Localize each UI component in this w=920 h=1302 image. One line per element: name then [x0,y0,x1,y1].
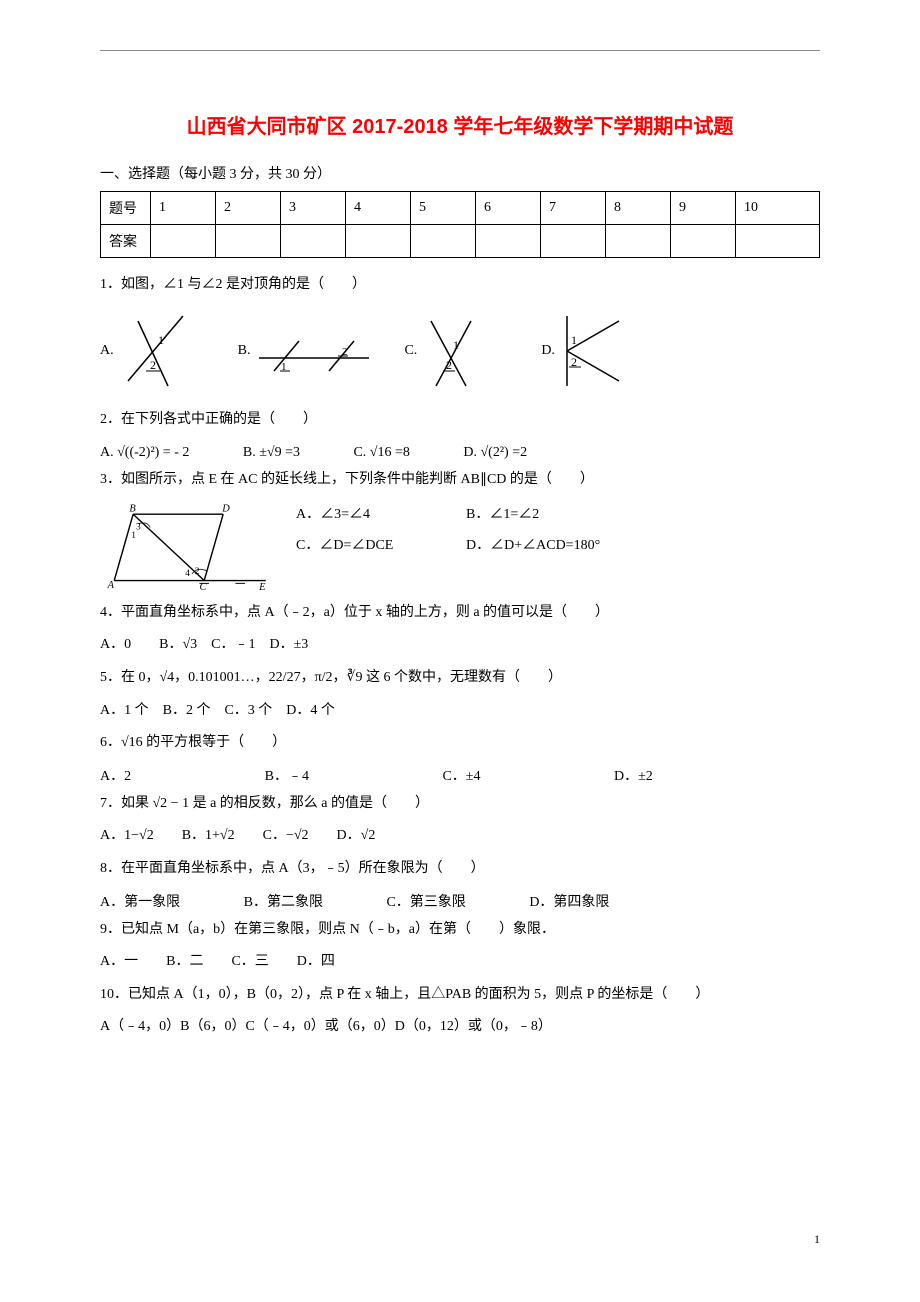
opt-c: C．∠D=∠DCE [296,531,466,562]
svg-text:1: 1 [571,333,577,347]
row-label: 答案 [101,225,151,258]
opt-label: B. [238,343,251,359]
opt-c: C．±4 [442,763,480,791]
col-num: 9 [671,192,736,225]
svg-text:A: A [107,580,115,590]
angle-diagram-b: 1 2 [254,326,374,376]
question-7: 7．如果 √2 − 1 是 a 的相反数，那么 a 的值是（ ） [100,791,820,818]
svg-text:1: 1 [453,338,459,352]
page-number: 1 [814,1232,820,1247]
answer-table: 题号 1 2 3 4 5 6 7 8 9 10 答案 [100,191,820,258]
question-6: 6．√16 的平方根等于（ ） [100,730,820,757]
opt-b: B．第二象限 [244,889,323,917]
svg-text:E: E [258,582,266,590]
header-rule [100,50,820,51]
angle-diagram-a: 1 2 [118,311,198,391]
question-5: 5．在 0，√4，0.101001…，22/27，π/2，∛9 这 6 个数中，… [100,665,820,692]
q6-options: A．2 B．﹣4 C．±4 D．±2 [100,763,820,791]
opt-label: C. [404,343,417,359]
col-num: 5 [411,192,476,225]
row-label: 题号 [101,192,151,225]
col-num: 2 [216,192,281,225]
svg-text:B: B [129,503,136,514]
col-num: 1 [151,192,216,225]
table-row: 题号 1 2 3 4 5 6 7 8 9 10 [101,192,820,225]
svg-text:4: 4 [185,569,190,579]
exam-title: 山西省大同市矿区 2017-2018 学年七年级数学下学期期中试题 [100,110,820,139]
col-num: 6 [476,192,541,225]
opt-b: B．∠1=∠2 [466,500,636,531]
q1-options: A. 1 2 B. 1 2 C. 1 2 D. [100,311,820,391]
opt-c: C．第三象限 [386,889,465,917]
angle-diagram-d: 1 2 [559,311,629,391]
col-num: 10 [736,192,820,225]
table-row: 答案 [101,225,820,258]
question-2: 2．在下列各式中正确的是（ ） [100,407,820,434]
question-10: 10．已知点 A（1，0），B（0，2），点 P 在 x 轴上，且△PAB 的面… [100,982,820,1009]
q10-options: A（﹣4，0）B（6，0）C（﹣4，0）或（6，0）D（0，12）或（0，﹣8） [100,1014,820,1041]
svg-text:2: 2 [150,358,156,372]
opt-a: A. √((-2)²) = - 2 [100,439,189,467]
opt-label: A. [100,343,114,359]
opt-label: D. [541,343,555,359]
opt-b: B．﹣4 [265,763,309,791]
section-1-heading: 一、选择题（每小题 3 分，共 30 分） [100,163,820,183]
q2-options: A. √((-2)²) = - 2 B. ±√9 =3 C. √16 =8 D.… [100,439,820,467]
angle-diagram-c: 1 2 [421,311,481,391]
opt-d: D．第四象限 [529,889,609,917]
q5-options: A．1 个 B．2 个 C．3 个 D．4 个 [100,698,820,725]
q3-options: A．∠3=∠4 B．∠1=∠2 C．∠D=∠DCE D．∠D+∠ACD=180° [296,500,636,562]
svg-text:1: 1 [158,333,164,347]
q7-options: A．1−√2 B．1+√2 C．−√2 D．√2 [100,823,820,850]
opt-a: A．∠3=∠4 [296,500,466,531]
svg-text:2: 2 [446,358,452,372]
opt-d: D. √(2²) =2 [463,439,527,467]
col-num: 4 [346,192,411,225]
question-8: 8．在平面直角坐标系中，点 A（3，﹣5）所在象限为（ ） [100,856,820,883]
svg-text:2: 2 [195,567,200,577]
svg-text:1: 1 [131,531,136,541]
svg-text:D: D [221,503,230,514]
opt-b: B. ±√9 =3 [243,439,300,467]
question-9: 9．已知点 M（a，b）在第三象限，则点 N（﹣b，a）在第（ ）象限． [100,917,820,944]
col-num: 3 [281,192,346,225]
opt-d: D．±2 [614,763,653,791]
q4-options: A．0 B．√3 C．﹣1 D．±3 [100,632,820,659]
opt-d: D．∠D+∠ACD=180° [466,531,636,562]
opt-a: A．第一象限 [100,889,180,917]
parallel-lines-diagram: A B D C E 3 1 2 4 [100,500,280,590]
opt-c: C. √16 =8 [353,439,409,467]
opt-a: A．2 [100,763,131,791]
question-4: 4．平面直角坐标系中，点 A（﹣2，a）位于 x 轴的上方，则 a 的值可以是（… [100,600,820,627]
q8-options: A．第一象限 B．第二象限 C．第三象限 D．第四象限 [100,889,820,917]
question-1: 1．如图，∠1 与∠2 是对顶角的是（ ） [100,272,820,299]
q9-options: A．一 B．二 C．三 D．四 [100,949,820,976]
question-3: 3．如图所示，点 E 在 AC 的延长线上，下列条件中能判断 AB∥CD 的是（… [100,467,820,494]
col-num: 8 [606,192,671,225]
col-num: 7 [541,192,606,225]
